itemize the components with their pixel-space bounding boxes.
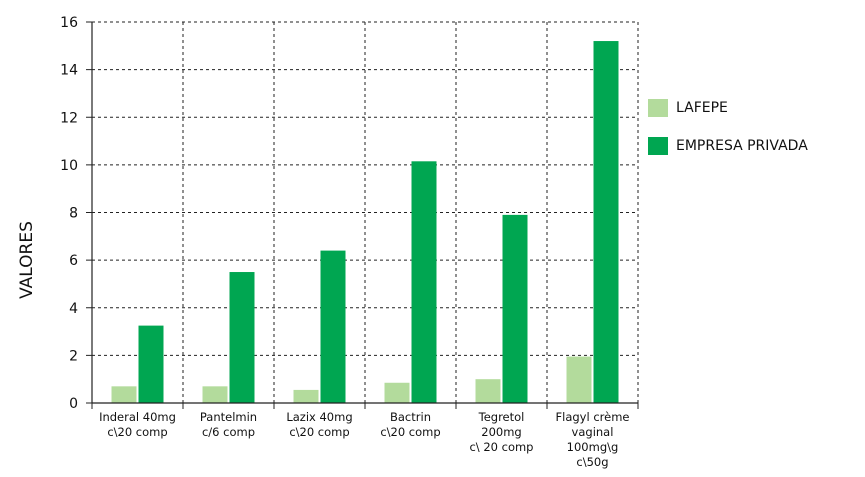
y-tick-label: 10	[60, 158, 78, 174]
bar-lafepe	[111, 386, 137, 403]
x-tick-label: Lazix 40mg c\20 comp	[286, 410, 352, 439]
bar-lafepe	[202, 386, 228, 403]
y-tick-label: 2	[69, 348, 78, 364]
legend-item-empresa-privada: EMPRESA PRIVADA	[648, 134, 808, 158]
y-axis-title: VALORES	[17, 221, 37, 299]
bar-empresa-privada	[411, 161, 437, 403]
x-tick-label: Tegretol 200mg c\ 20 comp	[469, 410, 533, 454]
y-axis-title-wrap: VALORES	[17, 221, 37, 299]
y-tick-label: 14	[60, 63, 78, 79]
bar-empresa-privada	[320, 250, 346, 403]
x-tick-label: Pantelmin c/6 comp	[200, 410, 257, 439]
legend-label-empresa-privada: EMPRESA PRIVADA	[676, 138, 808, 154]
x-tick-label: Inderal 40mg c\20 comp	[99, 410, 176, 439]
bar-empresa-privada	[138, 325, 164, 403]
bar-empresa-privada	[502, 214, 528, 403]
bar-lafepe	[293, 389, 319, 403]
legend-label-lafepe: LAFEPE	[676, 100, 728, 116]
bar-empresa-privada	[593, 41, 619, 404]
legend-swatch-lafepe	[648, 99, 668, 117]
legend-item-lafepe: LAFEPE	[648, 96, 808, 120]
y-tick-label: 6	[69, 253, 78, 269]
legend: LAFEPE EMPRESA PRIVADA	[648, 96, 808, 172]
y-tick-label: 4	[69, 301, 78, 317]
bar-lafepe	[566, 356, 592, 403]
x-tick-label: Bactrin c\20 comp	[380, 410, 440, 439]
bar-lafepe	[384, 382, 410, 403]
bar-empresa-privada	[229, 272, 255, 403]
y-tick-label: 8	[69, 206, 78, 222]
y-tick-label: 12	[60, 110, 78, 126]
legend-swatch-empresa-privada	[648, 137, 668, 155]
x-tick-label: Flagyl crème vaginal 100mg\g c\50g	[556, 410, 630, 469]
y-tick-label: 16	[60, 15, 78, 31]
y-tick-label: 0	[69, 396, 78, 412]
bar-lafepe	[475, 379, 501, 403]
